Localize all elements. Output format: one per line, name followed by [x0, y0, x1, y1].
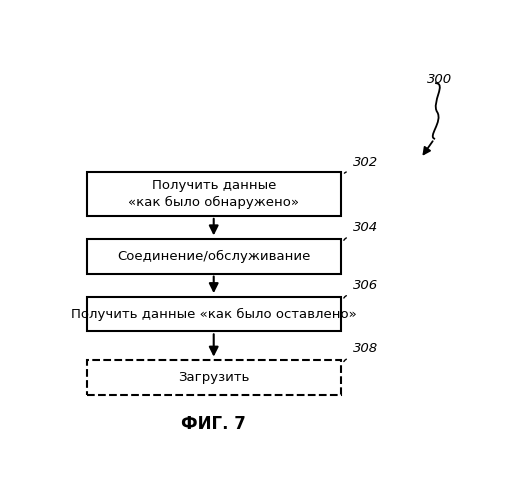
Bar	[87, 239, 341, 274]
Text: 308: 308	[353, 342, 378, 355]
Text: 304: 304	[353, 221, 378, 234]
Text: 300: 300	[427, 74, 452, 86]
Text: Получить данные
«как было обнаружено»: Получить данные «как было обнаружено»	[128, 178, 299, 209]
Text: Получить данные «как было оставлено»: Получить данные «как было оставлено»	[71, 308, 357, 320]
Text: Соединение/обслуживание: Соединение/обслуживание	[117, 250, 311, 263]
Bar	[87, 297, 341, 332]
Text: 302: 302	[353, 156, 378, 168]
Text: 306: 306	[353, 278, 378, 291]
Bar	[87, 360, 341, 395]
Bar	[87, 172, 341, 216]
Text: Загрузить: Загрузить	[178, 371, 249, 384]
Text: ФИГ. 7: ФИГ. 7	[181, 415, 246, 433]
